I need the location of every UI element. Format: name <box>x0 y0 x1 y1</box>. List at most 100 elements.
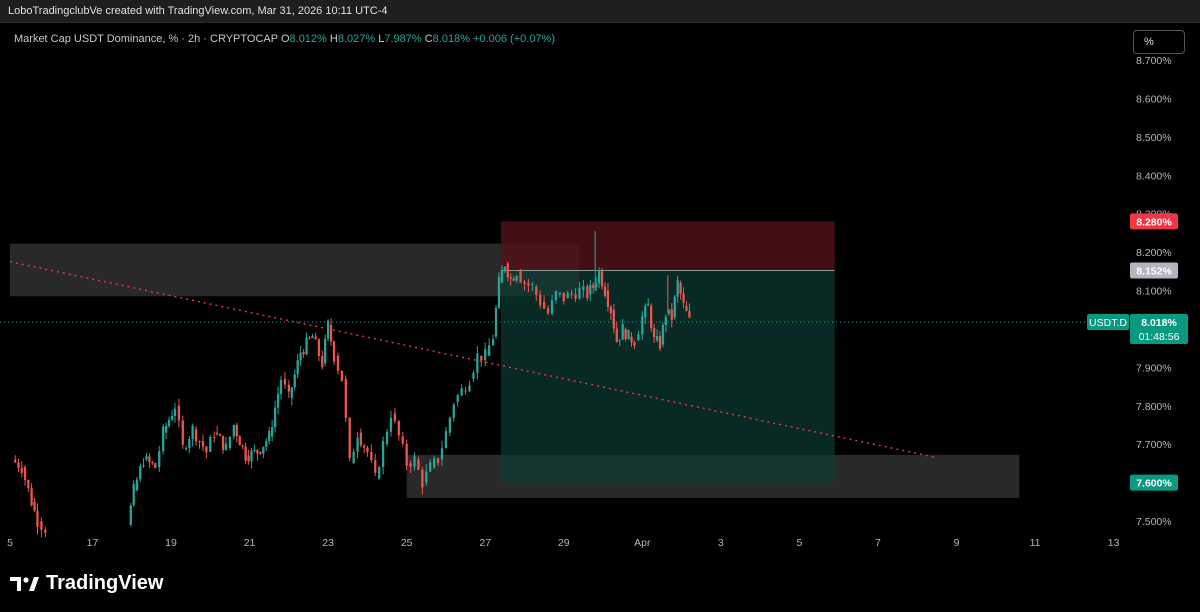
candle-body <box>597 270 601 284</box>
stop-price-label: 8.280% <box>1136 216 1172 228</box>
legend-close-label: C <box>424 33 433 45</box>
candle-body <box>317 339 321 357</box>
candle-body <box>535 286 538 295</box>
candle-body <box>664 316 668 325</box>
legend-low-label: L <box>378 33 385 45</box>
unit-toggle-button[interactable]: % <box>1133 30 1185 54</box>
candle-body <box>170 416 174 420</box>
candle-body <box>352 451 355 464</box>
candle-body <box>250 450 253 462</box>
candle-body <box>509 277 512 279</box>
candle-body <box>506 263 509 278</box>
candle-body <box>228 436 232 449</box>
candle-body <box>336 355 340 371</box>
candle-body <box>476 353 479 373</box>
candle-body <box>283 378 287 385</box>
candle-body <box>273 407 277 428</box>
candle-body <box>362 445 366 448</box>
candle-body <box>494 307 498 337</box>
x-tick-label: 25 <box>401 537 413 549</box>
candle-body <box>374 460 377 473</box>
symbol-badge <box>1087 314 1129 331</box>
candle-body <box>324 338 327 364</box>
x-tick-label: 17 <box>87 537 99 549</box>
candle-body <box>464 390 467 392</box>
candle-body <box>194 428 198 442</box>
candle-body <box>523 282 526 284</box>
candle-body <box>472 372 475 379</box>
x-tick-label: 11 <box>1030 537 1041 549</box>
candle-body <box>321 356 324 368</box>
candle-body <box>213 436 216 438</box>
candle-body <box>314 336 317 340</box>
candle-body <box>366 447 369 452</box>
candle-body <box>167 419 171 426</box>
candle-body <box>256 449 259 454</box>
y-tick-label: 8.100% <box>1136 286 1172 298</box>
candle-body <box>592 285 595 288</box>
y-tick-label: 7.900% <box>1136 362 1172 374</box>
candle-body <box>589 285 592 295</box>
bar-countdown: 01:48:56 <box>1139 331 1180 343</box>
candle-body <box>444 431 448 449</box>
y-tick-label: 8.200% <box>1136 247 1172 259</box>
candle-body <box>20 468 23 473</box>
candle-body <box>460 388 463 396</box>
candle-body <box>652 328 656 337</box>
legend-change: +0.006 (+0.07%) <box>473 33 555 45</box>
candle-body <box>265 441 268 447</box>
candle-body <box>679 282 682 294</box>
candle-body <box>409 463 412 467</box>
candle-body <box>550 300 554 314</box>
entry-price-label: 8.152% <box>1136 266 1172 278</box>
candle-body <box>299 352 302 361</box>
x-tick-label: 3 <box>718 537 724 549</box>
y-tick-label: 8.700% <box>1136 55 1172 67</box>
candle-body <box>181 420 184 445</box>
candle-body <box>562 292 565 302</box>
candle-body <box>305 337 308 355</box>
candle-body <box>44 529 47 533</box>
snapshot-title: LoboTradingclubVe created with TradingVi… <box>8 5 388 17</box>
legend-high: 8.027% <box>337 33 376 45</box>
candle-body <box>641 316 644 335</box>
price-chart[interactable]: 7.500%7.600%7.700%7.800%7.900%8.000%8.10… <box>0 0 1200 550</box>
candle-body <box>644 305 647 318</box>
candle-body <box>23 467 27 480</box>
legend-open-label: O <box>280 33 290 45</box>
tradingview-logo[interactable]: TradingView <box>10 572 163 595</box>
last-price-value: 8.018% <box>1141 317 1177 329</box>
legend-symbol: Market Cap USDT Dominance, % · 2h · CRYP… <box>14 33 278 45</box>
candle-body <box>198 441 201 443</box>
candle-body <box>661 324 665 345</box>
candle-body <box>566 293 569 299</box>
candle-body <box>405 443 408 466</box>
candle-body <box>308 337 311 339</box>
x-tick-label: 19 <box>165 537 177 549</box>
candle-body <box>135 479 139 491</box>
last-price-badge <box>1130 314 1188 345</box>
candle-body <box>685 305 688 312</box>
candle-body <box>184 448 188 450</box>
candle-body <box>542 302 546 309</box>
candle-body <box>164 425 168 433</box>
candle-body <box>612 309 615 329</box>
candle-body <box>154 463 157 468</box>
candle-body <box>633 342 636 346</box>
candle-body <box>247 455 250 462</box>
candle-body <box>302 351 305 355</box>
candle-body <box>531 284 534 286</box>
candle-body <box>296 360 299 375</box>
candle-body <box>329 325 333 342</box>
candle-body <box>253 449 256 451</box>
candle-body <box>235 424 238 437</box>
candle-body <box>326 320 330 339</box>
candle-body <box>209 436 212 452</box>
candle-body <box>385 431 389 445</box>
candle-body <box>670 309 673 320</box>
x-tick-label: 5 <box>7 537 13 549</box>
candle-body <box>429 462 432 472</box>
candle-body <box>241 445 244 447</box>
candle-body <box>527 282 530 286</box>
candle-body <box>650 305 653 329</box>
